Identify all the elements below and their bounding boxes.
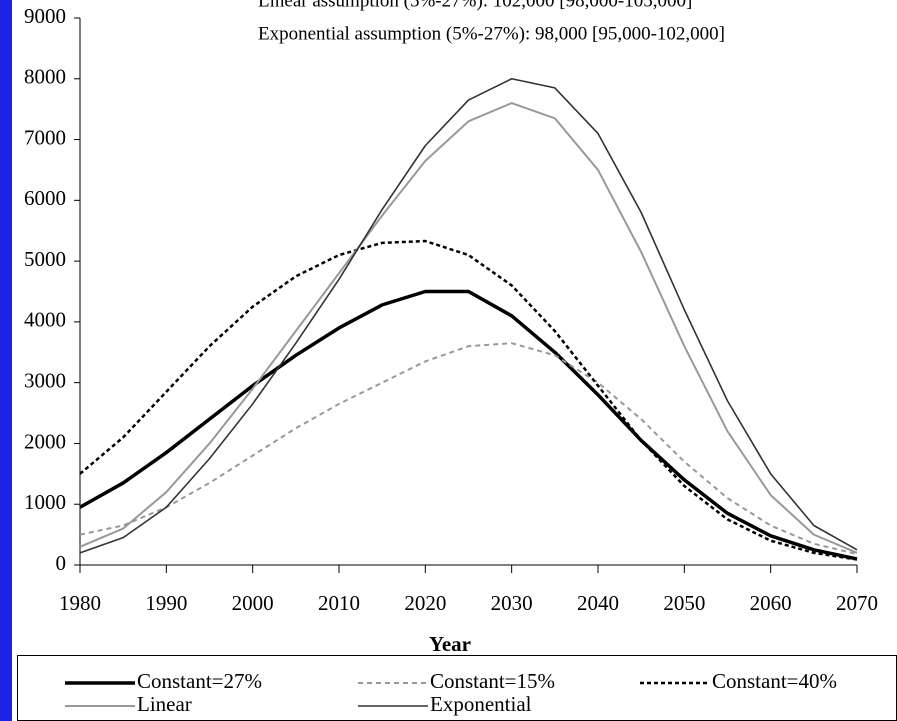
series-line	[79, 239, 858, 561]
y-tick-label: 3000	[24, 368, 66, 392]
x-tick-label: 1990	[145, 591, 187, 615]
window-edge	[0, 0, 12, 721]
legend-label: Constant=27%	[137, 669, 262, 693]
x-tick-label: 2040	[577, 591, 619, 615]
series-line	[79, 342, 858, 556]
y-tick-label: 6000	[24, 186, 66, 210]
y-tick-label: 2000	[24, 429, 66, 453]
x-tick-label: 2060	[750, 591, 792, 615]
annotation: Linear assumption (5%-27%): 102,000 [98,…	[258, 0, 692, 11]
series-line	[79, 77, 858, 554]
y-tick-label: 0	[56, 551, 67, 575]
y-tick-label: 1000	[24, 490, 66, 514]
annotation: Exponential assumption (5%-27%): 98,000 …	[258, 23, 725, 44]
y-tick-label: 8000	[24, 65, 66, 89]
x-axis-label: Year	[429, 632, 471, 656]
series-line	[79, 102, 858, 554]
x-tick-label: 2030	[491, 591, 533, 615]
y-tick-label: 7000	[24, 125, 66, 149]
y-tick-label: 5000	[24, 247, 66, 271]
legend-label: Linear	[137, 692, 192, 716]
series-line	[79, 289, 858, 561]
x-tick-label: 2070	[836, 591, 878, 615]
legend-label: Constant=15%	[430, 669, 555, 693]
x-tick-label: 2050	[663, 591, 705, 615]
y-tick-label: 4000	[24, 308, 66, 332]
x-tick-label: 2020	[404, 591, 446, 615]
y-tick-label: 9000	[24, 4, 66, 28]
x-tick-label: 1980	[59, 591, 101, 615]
legend-label: Exponential	[430, 692, 532, 716]
legend-label: Constant=40%	[712, 669, 837, 693]
x-tick-label: 2000	[232, 591, 274, 615]
x-tick-label: 2010	[318, 591, 360, 615]
